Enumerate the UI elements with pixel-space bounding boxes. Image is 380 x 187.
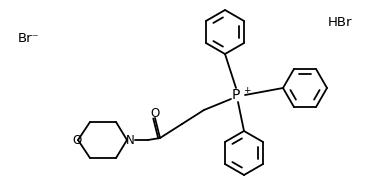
Text: O: O xyxy=(72,134,82,146)
Text: Br⁻: Br⁻ xyxy=(18,31,40,45)
Text: O: O xyxy=(150,107,160,119)
Text: HBr: HBr xyxy=(328,16,353,28)
Text: +: + xyxy=(243,85,250,94)
Text: P: P xyxy=(232,88,240,102)
Text: N: N xyxy=(126,134,135,146)
